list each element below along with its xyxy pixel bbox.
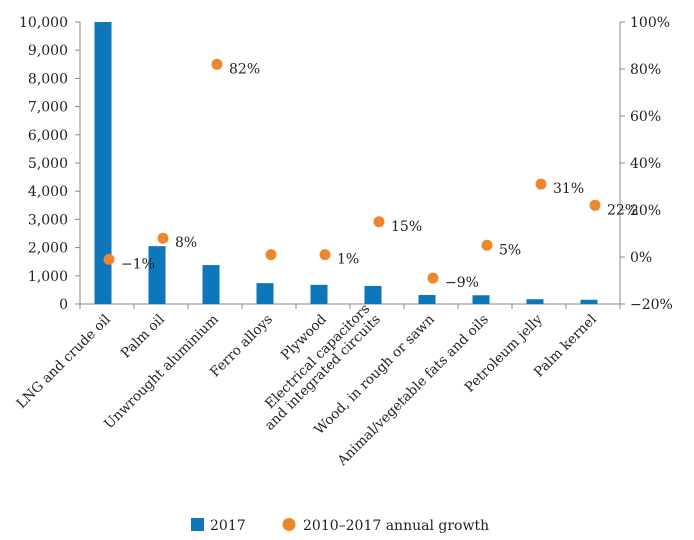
growth-point-4 <box>265 249 277 261</box>
right-tick-label: 60% <box>630 109 661 125</box>
growth-label-6: 15% <box>391 219 422 235</box>
axes: 0 1,000 2,000 3,000 4,000 5,000 6,000 7,000 8,00… <box>19 15 673 313</box>
growth-label-9: 31% <box>553 181 584 197</box>
category-label-2: Palm oil <box>118 312 168 362</box>
left-tick-label: 9,000 <box>28 43 68 59</box>
growth-point-7 <box>427 272 439 284</box>
bar-10 <box>580 299 598 304</box>
right-tick-label: 20% <box>630 203 661 219</box>
bar-4 <box>256 283 274 304</box>
growth-label-8: 5% <box>499 242 521 258</box>
growth-point-10 <box>589 199 601 211</box>
growth-point-5 <box>319 249 331 261</box>
growth-label-10: 22% <box>607 202 638 218</box>
growth-point-1 <box>103 253 115 265</box>
bar-series <box>94 22 598 304</box>
left-tick-label: 1,000 <box>28 269 68 285</box>
left-tick-label: 6,000 <box>28 128 68 144</box>
left-tick-label: 7,000 <box>28 100 68 116</box>
legend-label-2017: 2017 <box>210 518 246 534</box>
left-tick-label: 5,000 <box>28 156 68 172</box>
right-tick-label: −20% <box>630 297 673 313</box>
growth-label-2: 8% <box>175 235 197 251</box>
legend-swatch-2017 <box>191 518 204 531</box>
left-tick-label: 10,000 <box>19 15 68 31</box>
bar-8 <box>472 295 490 304</box>
bar-2 <box>148 246 166 304</box>
right-tick-label: 100% <box>630 15 670 31</box>
bar-6 <box>364 285 382 304</box>
growth-point-8 <box>481 239 493 251</box>
right-tick-label: 0% <box>630 250 652 266</box>
left-tick-label: 2,000 <box>28 241 68 257</box>
growth-series: −1% 8% 82% 1% 15% −9% 5% 31% 22% <box>103 58 638 291</box>
bar-3 <box>202 265 220 304</box>
right-tick-label: 40% <box>630 156 661 172</box>
right-tick-label: 80% <box>630 62 661 78</box>
left-tick-label: 4,000 <box>28 184 68 200</box>
bar-1 <box>94 22 112 304</box>
bar-7 <box>418 294 436 304</box>
growth-point-9 <box>535 178 547 190</box>
legend-swatch-growth <box>282 518 296 531</box>
left-tick-label: 0 <box>59 297 68 313</box>
growth-label-7: −9% <box>445 275 479 291</box>
growth-point-2 <box>157 232 169 244</box>
legend-label-growth: 2010–2017 annual growth <box>303 518 489 534</box>
growth-label-1: −1% <box>121 256 155 272</box>
bar-5 <box>310 284 328 304</box>
growth-point-3 <box>211 58 223 70</box>
growth-label-5: 1% <box>337 252 359 268</box>
category-label-1: LNG and crude oil <box>13 312 113 412</box>
left-tick-label: 8,000 <box>28 71 68 87</box>
category-label-3: Unwrought aluminium <box>101 311 222 432</box>
growth-point-6 <box>373 216 385 228</box>
bar-9 <box>526 299 544 304</box>
growth-label-3: 82% <box>229 61 260 77</box>
left-tick-label: 3,000 <box>28 212 68 228</box>
legend: 2017 2010–2017 annual growth <box>191 518 489 534</box>
